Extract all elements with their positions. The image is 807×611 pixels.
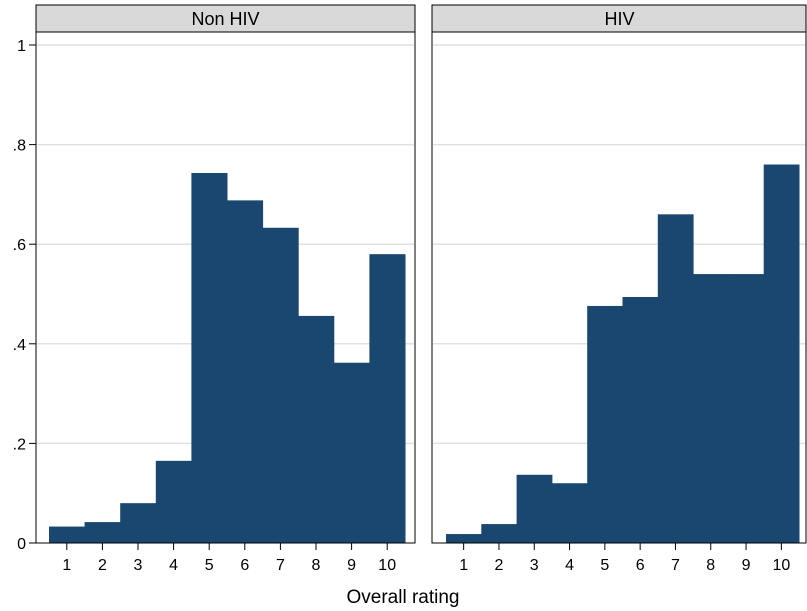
x-tick-label: 5 xyxy=(205,557,214,574)
panel-strip xyxy=(431,4,807,33)
x-tick-label: 7 xyxy=(671,557,680,574)
x-tick-label: 10 xyxy=(772,557,790,574)
bar-2 xyxy=(84,522,121,543)
x-tick-label: 7 xyxy=(276,557,285,574)
x-tick-label: 10 xyxy=(378,557,396,574)
y-tick-label: 1 xyxy=(17,38,26,55)
bar-3 xyxy=(516,474,553,543)
bar-9 xyxy=(333,362,370,543)
bar-3 xyxy=(120,503,157,543)
bar-4 xyxy=(155,460,192,543)
bar-6 xyxy=(622,296,659,543)
x-tick-label: 3 xyxy=(530,557,539,574)
x-tick-label: 8 xyxy=(312,557,321,574)
bar-1 xyxy=(49,526,86,543)
bar-5 xyxy=(191,172,228,543)
x-tick-label: 2 xyxy=(98,557,107,574)
bar-5 xyxy=(587,305,623,543)
y-axis: 0 .2 .4 .6 .8 1 xyxy=(13,38,36,553)
bar-8 xyxy=(693,274,729,543)
x-tick-label: 1 xyxy=(459,557,468,574)
x-tick-label: 3 xyxy=(134,557,143,574)
x-tick-label: 6 xyxy=(240,557,249,574)
y-tick-label: .4 xyxy=(13,337,26,354)
panel-2: HIV 1 2 3 4 5 6 7 8 9 10 xyxy=(431,4,807,574)
y-tick-label: 0 xyxy=(17,536,26,553)
x-axis-label: Overall rating xyxy=(347,587,460,608)
x-tick-label: 1 xyxy=(62,557,71,574)
bar-1 xyxy=(446,534,482,543)
x-tick-label: 5 xyxy=(600,557,609,574)
panel-strip xyxy=(35,4,416,33)
panel-1: Non HIV 1 2 3 4 5 6 7 8 9 10 xyxy=(35,4,416,574)
x-tick-label: 9 xyxy=(347,557,356,574)
bar-9 xyxy=(728,274,765,543)
plot-frame xyxy=(431,31,807,544)
x-tick-label: 4 xyxy=(565,557,574,574)
bar-4 xyxy=(551,483,588,543)
x-tick-label: 6 xyxy=(636,557,645,574)
panels: Non HIV 1 2 3 4 5 6 7 8 9 10 HIV 1 2 3 4 5 6 7 8 9 10 xyxy=(35,4,807,574)
y-tick-label: .2 xyxy=(13,436,26,453)
panel-title: HIV xyxy=(604,9,634,29)
bar-10 xyxy=(763,164,800,543)
y-tick-label: .8 xyxy=(13,138,26,155)
bar-7 xyxy=(262,227,299,544)
bar-8 xyxy=(298,315,335,543)
x-tick-label: 2 xyxy=(494,557,503,574)
bar-10 xyxy=(369,254,406,543)
bar-6 xyxy=(227,200,264,543)
x-tick-label: 9 xyxy=(742,557,751,574)
x-tick-label: 4 xyxy=(169,557,178,574)
plot-frame xyxy=(35,31,416,544)
panel-title: Non HIV xyxy=(191,9,259,29)
y-tick-label: .6 xyxy=(13,237,26,254)
x-tick-label: 8 xyxy=(706,557,715,574)
bar-2 xyxy=(481,524,518,543)
bar-7 xyxy=(657,214,694,543)
